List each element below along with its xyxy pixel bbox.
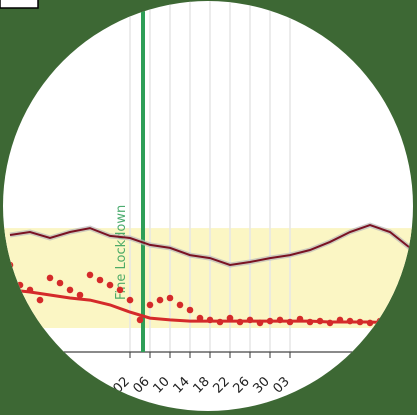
data-point bbox=[26, 286, 34, 294]
data-point bbox=[76, 291, 84, 299]
data-point bbox=[336, 316, 344, 324]
data-point bbox=[176, 301, 184, 309]
data-point bbox=[286, 318, 294, 326]
data-point bbox=[196, 314, 204, 322]
data-point bbox=[306, 318, 314, 326]
data-point bbox=[186, 306, 194, 314]
annotation-label: Fine Lockdown bbox=[114, 205, 129, 300]
reference-band bbox=[3, 228, 413, 328]
data-point bbox=[246, 316, 254, 324]
data-point bbox=[386, 318, 394, 326]
data-point bbox=[236, 318, 244, 326]
data-point bbox=[316, 317, 324, 325]
data-point bbox=[46, 274, 54, 282]
data-point bbox=[116, 286, 124, 294]
data-point bbox=[406, 318, 413, 326]
data-point bbox=[266, 317, 274, 325]
data-point bbox=[376, 317, 384, 325]
data-point bbox=[156, 296, 164, 304]
data-point bbox=[346, 317, 354, 325]
data-point bbox=[356, 318, 364, 326]
data-point bbox=[216, 318, 224, 326]
data-point bbox=[256, 319, 264, 327]
data-point bbox=[136, 316, 144, 324]
data-point bbox=[106, 281, 114, 289]
data-point bbox=[396, 319, 404, 327]
data-point bbox=[296, 315, 304, 323]
data-point bbox=[126, 296, 134, 304]
data-point bbox=[56, 279, 64, 287]
data-point bbox=[366, 319, 374, 327]
legend-box bbox=[0, 0, 39, 9]
data-point bbox=[226, 314, 234, 322]
line-series bbox=[9, 224, 411, 267]
data-point bbox=[16, 281, 24, 289]
data-point bbox=[96, 276, 104, 284]
data-point bbox=[326, 319, 334, 327]
data-point bbox=[166, 294, 174, 302]
data-point bbox=[276, 316, 284, 324]
data-point bbox=[146, 301, 154, 309]
data-point bbox=[66, 286, 74, 294]
data-point bbox=[206, 316, 214, 324]
data-point bbox=[86, 271, 94, 279]
data-point bbox=[36, 296, 44, 304]
data-point bbox=[6, 261, 14, 269]
